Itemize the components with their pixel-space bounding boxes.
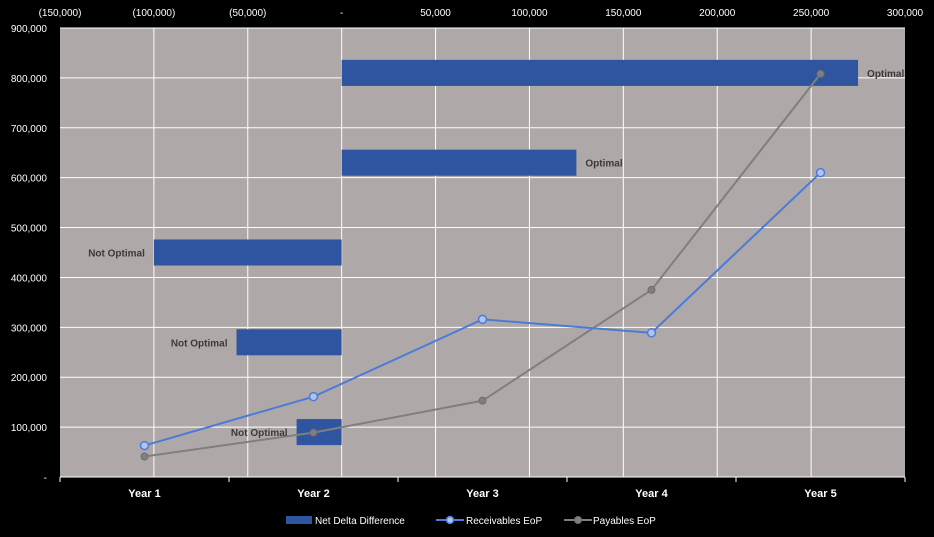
x2-tick-label: 300,000 bbox=[887, 8, 924, 19]
bar-data-labels: Not Optimal Not Optimal Not Optimal Optimal… bbox=[88, 69, 904, 439]
y-tick-label: 600,000 bbox=[11, 174, 48, 185]
receivables-eop-point bbox=[308, 391, 319, 402]
payables-eop-point bbox=[140, 452, 149, 461]
receivables-eop-point bbox=[815, 167, 826, 178]
x2-tick-label: 50,000 bbox=[420, 8, 451, 19]
y-tick-label: 200,000 bbox=[11, 373, 48, 384]
y-tick-label: 400,000 bbox=[11, 273, 48, 284]
category-axis: Year 1 Year 2 Year 3 Year 4 Year 5 bbox=[59, 476, 906, 500]
category-label: Year 1 bbox=[128, 488, 160, 500]
category-label: Year 2 bbox=[297, 488, 329, 500]
legend: Net Delta Difference Receivables EoP Pay… bbox=[286, 515, 656, 527]
x2-tick-label: (100,000) bbox=[132, 8, 175, 19]
net-delta-bar bbox=[153, 239, 342, 266]
top-axis: (150,000) (100,000) (50,000) - 50,000 100,000… bbox=[39, 8, 924, 19]
payables-eop-point bbox=[478, 396, 487, 405]
legend-marker-payables bbox=[574, 516, 582, 524]
category-label: Year 5 bbox=[804, 488, 836, 500]
y-tick-label: 700,000 bbox=[11, 124, 48, 135]
y-tick-label: 100,000 bbox=[11, 423, 48, 434]
line-series bbox=[139, 69, 826, 461]
bar-data-label: Optimal bbox=[585, 159, 622, 170]
legend-label-payables: Payables EoP bbox=[593, 516, 656, 527]
payables-eop-point bbox=[647, 285, 656, 294]
legend-label-net-delta: Net Delta Difference bbox=[315, 516, 405, 527]
x2-tick-label: 150,000 bbox=[605, 8, 642, 19]
y-tick-label: 900,000 bbox=[11, 24, 48, 35]
bar-data-label: Optimal bbox=[867, 69, 904, 80]
y-tick-label: - bbox=[44, 473, 47, 484]
receivables-eop-point bbox=[646, 328, 657, 338]
x2-tick-label: 250,000 bbox=[793, 8, 830, 19]
category-label: Year 4 bbox=[635, 488, 668, 500]
bar-data-label: Not Optimal bbox=[88, 249, 145, 260]
y-tick-label: 500,000 bbox=[11, 224, 48, 235]
bar-data-label: Not Optimal bbox=[231, 428, 288, 439]
x2-tick-label: 100,000 bbox=[511, 8, 548, 19]
left-axis: - 100,000 200,000 300,000 400,000 500,000 600,… bbox=[11, 24, 48, 484]
receivables-eop-point bbox=[477, 314, 488, 325]
y-tick-label: 800,000 bbox=[11, 74, 48, 85]
legend-marker-receivables bbox=[445, 515, 455, 525]
net-delta-bar bbox=[341, 149, 577, 176]
net-delta-bar bbox=[341, 59, 859, 86]
legend-swatch-net-delta bbox=[286, 516, 312, 524]
x2-tick-label: (150,000) bbox=[39, 8, 82, 19]
x2-tick-label: - bbox=[340, 8, 343, 19]
payables-eop-point bbox=[816, 69, 825, 78]
x2-tick-label: (50,000) bbox=[229, 8, 266, 19]
payables-eop-point bbox=[309, 428, 318, 437]
receivables-eop-point bbox=[139, 440, 150, 451]
bar-data-label: Not Optimal bbox=[171, 338, 228, 349]
net-delta-bar bbox=[236, 329, 342, 356]
x2-tick-label: 200,000 bbox=[699, 8, 736, 19]
y-tick-label: 300,000 bbox=[11, 323, 48, 334]
category-label: Year 3 bbox=[466, 488, 498, 500]
legend-label-receivables: Receivables EoP bbox=[466, 516, 542, 527]
